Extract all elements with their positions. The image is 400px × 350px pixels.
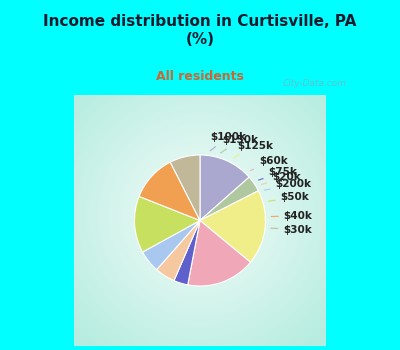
Text: $100k: $100k (210, 132, 246, 151)
Text: $40k: $40k (271, 211, 313, 221)
Text: $20k: $20k (262, 172, 301, 184)
Wedge shape (200, 155, 249, 220)
Text: $75k: $75k (259, 167, 297, 180)
Wedge shape (142, 220, 200, 270)
Wedge shape (174, 220, 200, 285)
Wedge shape (157, 220, 200, 281)
Wedge shape (188, 220, 250, 286)
Wedge shape (139, 162, 200, 220)
Text: $60k: $60k (250, 156, 288, 170)
Wedge shape (200, 177, 258, 220)
Text: All residents: All residents (156, 70, 244, 83)
Text: $150k: $150k (221, 135, 258, 153)
Text: $200k: $200k (264, 179, 312, 190)
Wedge shape (170, 155, 200, 220)
Text: City-Data.com: City-Data.com (282, 79, 346, 89)
Text: $125k: $125k (233, 141, 274, 158)
Text: $30k: $30k (271, 225, 312, 235)
Wedge shape (200, 191, 266, 262)
Wedge shape (134, 196, 200, 252)
Text: $50k: $50k (269, 193, 309, 202)
Text: Income distribution in Curtisville, PA
(%): Income distribution in Curtisville, PA (… (43, 14, 357, 47)
